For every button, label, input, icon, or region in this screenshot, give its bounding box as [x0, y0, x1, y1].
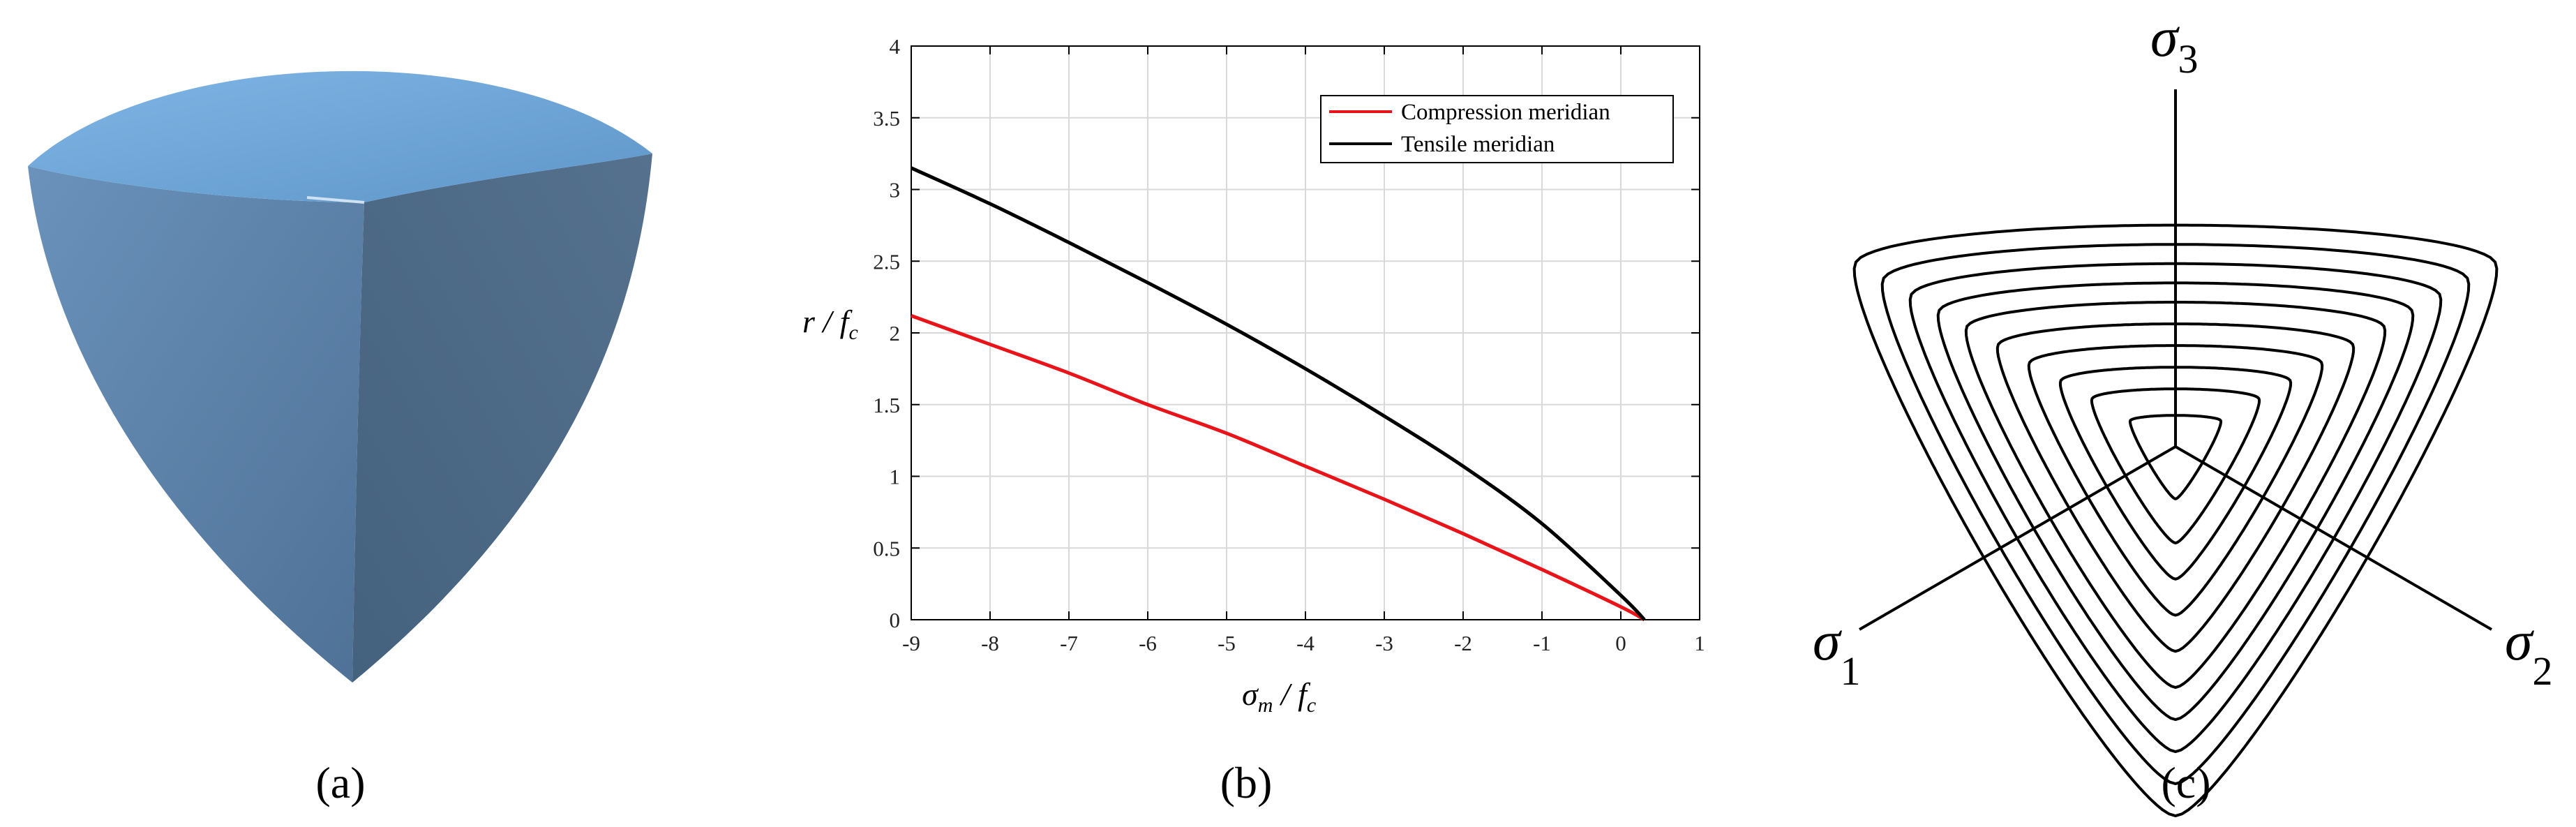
contour-5: [1995, 322, 2356, 653]
label-sigma1: σ1: [1813, 611, 1860, 694]
x-tick-label: 1: [1694, 631, 1705, 655]
surface-highlight: [306, 196, 365, 204]
legend-label-compression: Compression meridian: [1401, 100, 1610, 125]
surface-right-face: [352, 154, 652, 683]
y-axis-label: r / fc: [802, 304, 858, 344]
panel-b-label: (b): [1220, 758, 1273, 807]
series-compression-meridian: [911, 313, 1646, 622]
x-axis-label: σm / fc: [1242, 676, 1316, 717]
x-tick-label: -3: [1375, 631, 1393, 655]
contour-10: [1852, 223, 2499, 818]
y-tick-label: 1: [890, 465, 901, 489]
y-tick-label: 2.5: [873, 249, 900, 274]
legend-label-tensile: Tensile meridian: [1401, 132, 1555, 157]
contour-4: [2027, 344, 2324, 617]
surface-left-face: [28, 166, 364, 683]
contour-6: [1964, 301, 2387, 690]
y-tick-label: 2: [890, 321, 901, 345]
surface-top-face: [28, 70, 652, 202]
y-tick-label: 4: [890, 34, 901, 59]
series: [910, 166, 1646, 622]
x-tick-label: 0: [1615, 631, 1626, 655]
contour-1: [2128, 414, 2223, 500]
panel-c-label: (c): [2161, 758, 2210, 807]
x-tick-label: -2: [1454, 631, 1472, 655]
ticks: -9 -8 -7 -6 -5 -4 -3 -2 -1 0 1 0 0.5 1 1.5 2 2.5 3 3.5 4: [873, 34, 1705, 655]
axis-sigma2: [2174, 445, 2493, 631]
axis-sigma1: [1858, 445, 2177, 631]
panel-a-surface: [28, 70, 652, 683]
y-tick-label: 1.5: [873, 393, 900, 417]
legend: Compression meridian Tensile meridian: [1320, 95, 1674, 163]
y-tick-label: 3.5: [873, 106, 900, 131]
contour-2: [2090, 387, 2261, 545]
label-sigma2: σ2: [2505, 611, 2552, 694]
series-tensile-meridian: [910, 166, 1646, 621]
x-tick-label: -9: [902, 631, 920, 655]
x-tick-label: -6: [1139, 631, 1157, 655]
contours: [1852, 223, 2499, 818]
label-sigma3: σ3: [2150, 7, 2198, 82]
contour-3: [2058, 366, 2293, 581]
panel-a-label: (a): [315, 758, 365, 807]
contour-8: [1908, 262, 2443, 754]
x-tick-label: -7: [1060, 631, 1078, 655]
contour-7: [1936, 281, 2415, 722]
x-tick-label: -1: [1533, 631, 1551, 655]
y-tick-label: 0: [890, 608, 901, 632]
x-tick-label: -8: [981, 631, 999, 655]
chart-b: -9 -8 -7 -6 -5 -4 -3 -2 -1 0 1 0 0.5 1 1.5 2 2.5 3 3.5 4 Co…: [802, 34, 1705, 717]
deviatoric-plane: σ3 σ1 σ2: [1813, 7, 2552, 818]
contour-9: [1880, 243, 2471, 786]
x-tick-label: -4: [1296, 631, 1315, 655]
legend-box: [1320, 95, 1674, 163]
y-tick-label: 3: [890, 178, 901, 202]
x-tick-label: -5: [1218, 631, 1236, 655]
y-tick-label: 0.5: [873, 536, 900, 560]
